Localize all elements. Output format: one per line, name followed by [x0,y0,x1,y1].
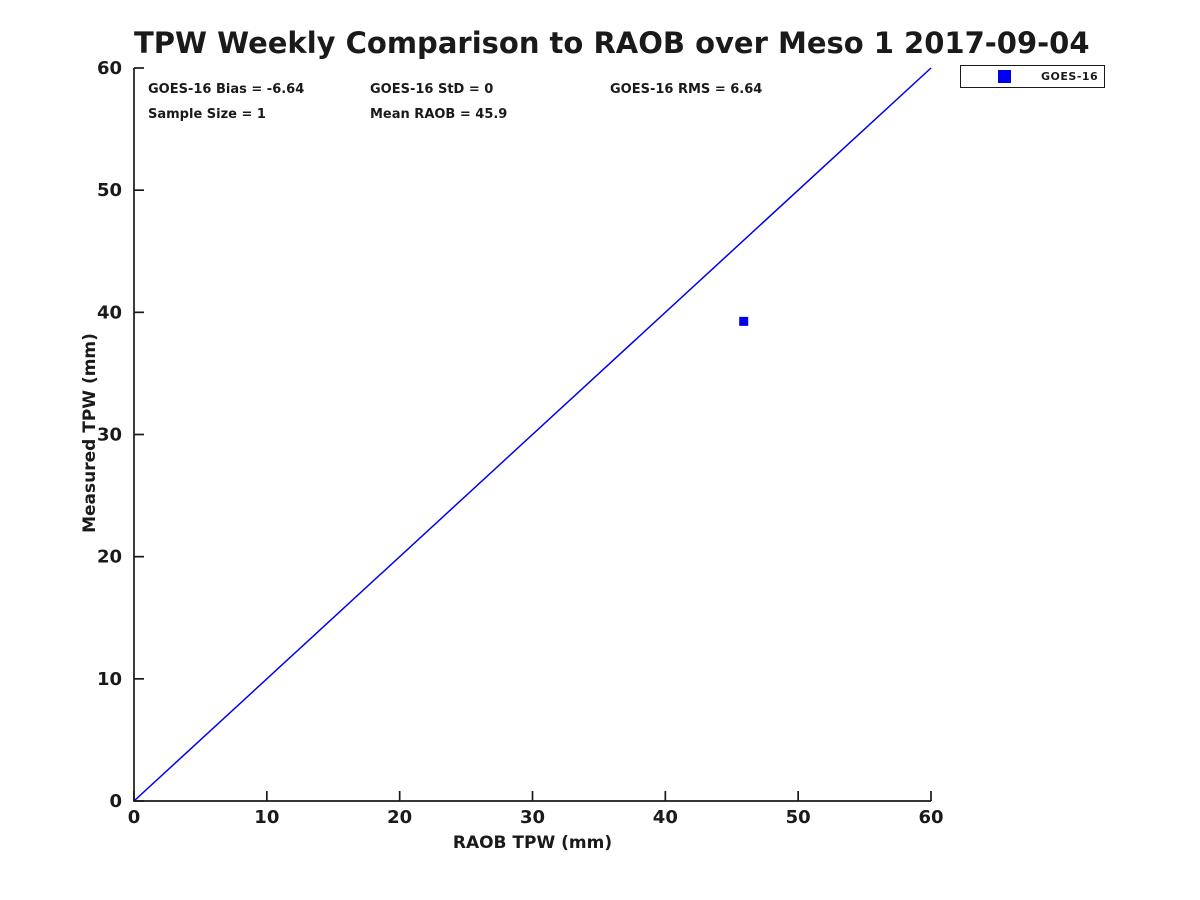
stat-sample-size: Sample Size = 1 [148,107,266,122]
x-tick-label: 10 [254,807,279,828]
x-tick-label: 20 [387,807,412,828]
y-tick-label: 30 [97,425,122,446]
y-tick-label: 10 [97,669,122,690]
x-tick-label: 50 [786,807,811,828]
x-tick-label: 40 [653,807,678,828]
x-tick-label: 60 [918,807,943,828]
legend: GOES-16 [960,65,1105,88]
legend-marker-square-icon [998,70,1011,83]
y-tick-label: 40 [97,302,122,323]
stat-rms: GOES-16 RMS = 6.64 [610,82,763,97]
chart-title: TPW Weekly Comparison to RAOB over Meso … [134,26,1090,60]
series-line-1-1-reference-line [133,67,932,802]
y-tick-label: 50 [97,180,122,201]
y-axis-label: Measured TPW (mm) [80,333,100,533]
x-tick-label: 0 [128,807,141,828]
stat-std: GOES-16 StD = 0 [370,82,494,97]
data-point-goes-16 [739,316,749,326]
x-axis-label: RAOB TPW (mm) [452,833,613,853]
stat-bias: GOES-16 Bias = -6.64 [148,82,305,97]
y-tick-label: 20 [97,547,122,568]
legend-label: GOES-16 [1041,70,1099,83]
x-tick-label: 30 [520,807,545,828]
stat-mean-raob: Mean RAOB = 45.9 [370,107,508,122]
y-tick-label: 0 [109,791,122,812]
y-tick-label: 60 [97,58,122,79]
